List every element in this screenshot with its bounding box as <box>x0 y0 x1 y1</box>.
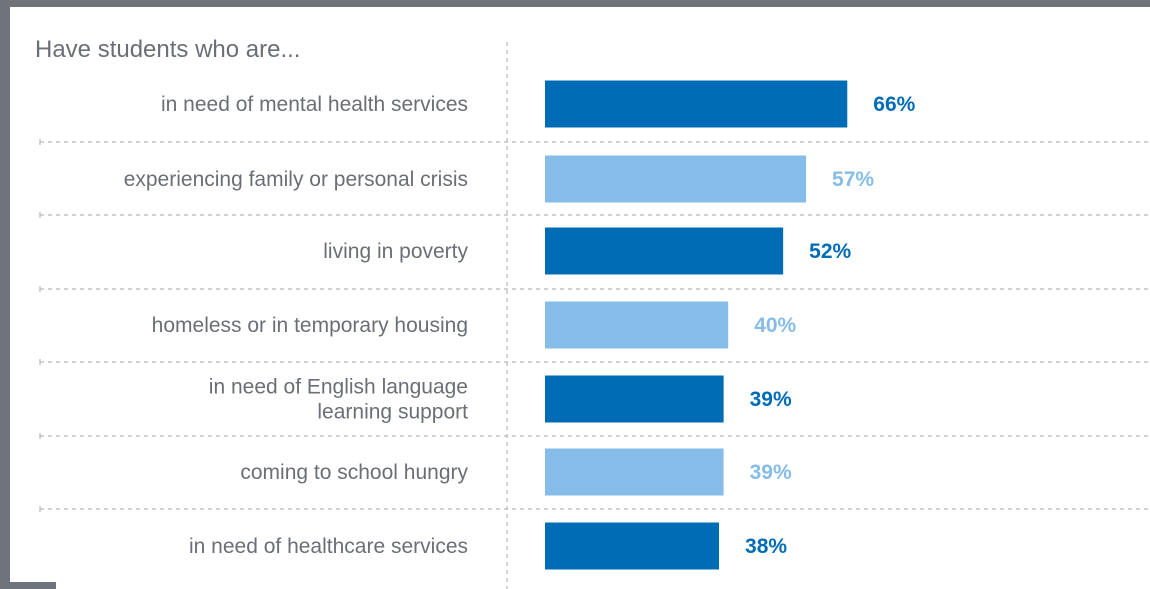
category-label: coming to school hungry <box>240 461 468 484</box>
bar <box>545 301 729 349</box>
bar-value-label: 38% <box>745 535 787 558</box>
bar <box>545 227 784 275</box>
category-label: experiencing family or personal crisis <box>124 168 468 191</box>
frame-top-border <box>0 0 1150 7</box>
chart-title: Have students who are... <box>35 36 300 63</box>
chart-marks: 66% in need of mental health services 57% e… <box>39 42 1150 589</box>
bar-value-label: 39% <box>750 388 792 411</box>
bar <box>545 155 807 203</box>
bar-value-label: 57% <box>832 168 874 191</box>
category-label: learning support <box>317 401 468 424</box>
bar-value-label: 40% <box>754 314 796 337</box>
bar <box>545 522 720 570</box>
bar-value-label: 39% <box>750 461 792 484</box>
category-label: in need of English language <box>209 376 468 399</box>
frame-left-border <box>0 0 10 589</box>
category-label: in need of mental health services <box>161 93 468 116</box>
bar <box>545 80 848 128</box>
category-label: living in poverty <box>323 240 468 263</box>
bar <box>545 375 724 423</box>
bar-value-label: 52% <box>809 240 851 263</box>
bar-value-label: 66% <box>873 93 915 116</box>
category-label: homeless or in temporary housing <box>152 314 468 337</box>
bar <box>545 448 724 496</box>
category-label: in need of healthcare services <box>189 535 468 558</box>
frame-bottom-stub <box>0 582 56 589</box>
